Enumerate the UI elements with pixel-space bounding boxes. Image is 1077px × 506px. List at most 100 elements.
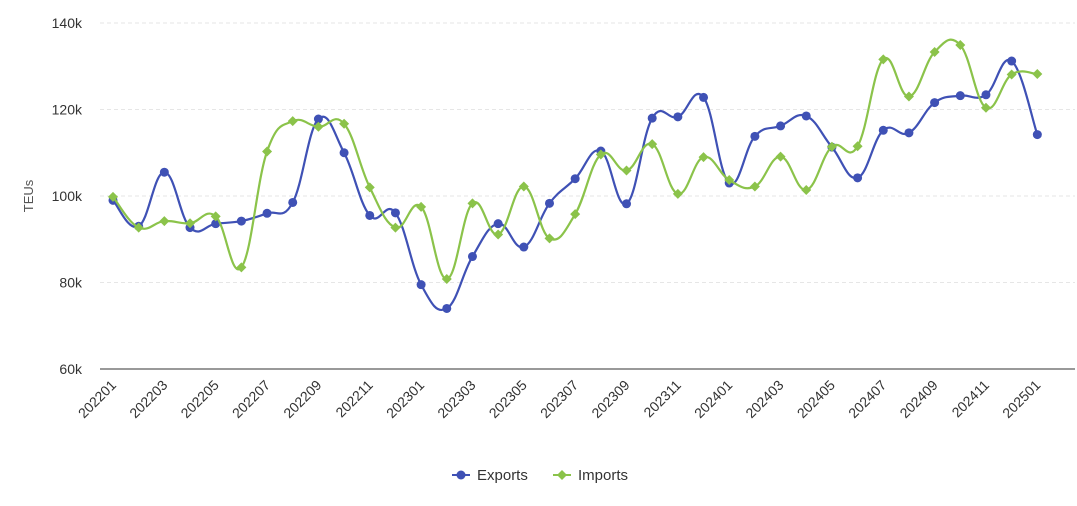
data-point-exports[interactable] xyxy=(853,173,863,183)
grid-layer xyxy=(100,22,1075,370)
data-point-imports[interactable] xyxy=(955,40,966,51)
legend-item-exports[interactable]: Exports xyxy=(452,467,528,484)
legend-item-imports[interactable]: Imports xyxy=(553,467,628,484)
data-point-exports[interactable] xyxy=(647,113,657,123)
data-point-imports[interactable] xyxy=(159,216,170,227)
data-point-exports[interactable] xyxy=(955,91,965,101)
data-point-exports[interactable] xyxy=(236,216,246,226)
x-tick-label: 202311 xyxy=(640,377,684,421)
data-point-imports[interactable] xyxy=(801,184,812,195)
data-point-imports[interactable] xyxy=(647,139,658,150)
data-point-exports[interactable] xyxy=(493,219,503,229)
data-point-exports[interactable] xyxy=(1032,130,1042,140)
data-point-imports[interactable] xyxy=(236,262,247,273)
data-point-exports[interactable] xyxy=(519,242,529,252)
data-point-exports[interactable] xyxy=(904,128,914,138)
data-point-exports[interactable] xyxy=(262,208,272,218)
x-tick-label: 202407 xyxy=(845,377,889,421)
x-tick-label: 202201 xyxy=(75,377,119,421)
data-point-imports[interactable] xyxy=(570,209,581,220)
data-point-imports[interactable] xyxy=(467,198,478,209)
data-point-imports[interactable] xyxy=(441,274,452,285)
y-tick-label: 60k xyxy=(59,361,83,377)
data-point-imports[interactable] xyxy=(1032,69,1043,80)
data-point-imports[interactable] xyxy=(724,174,735,185)
data-point-imports[interactable] xyxy=(878,54,889,65)
data-point-imports[interactable] xyxy=(287,116,298,127)
data-point-exports[interactable] xyxy=(544,198,554,208)
data-point-imports[interactable] xyxy=(1006,69,1017,80)
y-axis-title: TEUs xyxy=(21,179,36,212)
x-tick-label: 202307 xyxy=(537,377,581,421)
data-point-imports[interactable] xyxy=(775,151,786,162)
series-imports xyxy=(108,38,1043,285)
legend-label-imports: Imports xyxy=(578,467,628,484)
data-point-exports[interactable] xyxy=(776,121,786,131)
series-line-exports xyxy=(112,58,1039,311)
data-point-exports[interactable] xyxy=(878,125,888,135)
data-point-imports[interactable] xyxy=(749,181,760,192)
data-point-imports[interactable] xyxy=(133,222,144,233)
data-point-imports[interactable] xyxy=(518,181,529,192)
data-point-exports[interactable] xyxy=(750,131,760,141)
data-point-imports[interactable] xyxy=(544,233,555,244)
y-tick-label: 100k xyxy=(52,188,83,204)
data-point-imports[interactable] xyxy=(595,149,606,160)
data-point-imports[interactable] xyxy=(416,201,427,212)
data-point-imports[interactable] xyxy=(185,218,196,229)
data-point-imports[interactable] xyxy=(826,141,837,152)
x-tick-label: 202203 xyxy=(126,377,170,421)
y-tick-label: 80k xyxy=(59,275,83,291)
data-point-imports[interactable] xyxy=(339,118,350,129)
data-point-exports[interactable] xyxy=(313,114,323,124)
data-point-exports[interactable] xyxy=(801,111,811,121)
data-point-exports[interactable] xyxy=(159,167,169,177)
data-point-imports[interactable] xyxy=(108,191,118,202)
x-tick-label: 202403 xyxy=(742,377,786,421)
data-point-exports[interactable] xyxy=(981,90,991,100)
x-tick-label: 202301 xyxy=(383,377,427,421)
data-point-imports[interactable] xyxy=(980,102,991,113)
data-point-exports[interactable] xyxy=(365,210,375,220)
data-point-exports[interactable] xyxy=(339,148,349,158)
legend-marker-imports xyxy=(557,470,567,480)
data-point-exports[interactable] xyxy=(1007,56,1017,66)
legend-marker-exports xyxy=(456,470,466,480)
data-point-imports[interactable] xyxy=(313,121,324,132)
x-tick-label: 202209 xyxy=(280,377,324,421)
data-point-imports[interactable] xyxy=(698,152,709,163)
data-point-imports[interactable] xyxy=(262,146,273,157)
data-point-imports[interactable] xyxy=(210,211,221,222)
data-point-imports[interactable] xyxy=(903,91,914,102)
y-axis: 60k 80k 100k 120k 140k xyxy=(52,15,83,377)
x-tick-label: 202411 xyxy=(948,377,992,421)
data-point-exports[interactable] xyxy=(930,98,940,108)
data-point-exports[interactable] xyxy=(288,197,298,207)
y-tick-label: 140k xyxy=(52,15,83,31)
data-point-exports[interactable] xyxy=(622,199,632,209)
x-tick-label: 202309 xyxy=(588,377,632,421)
data-point-imports[interactable] xyxy=(852,141,863,152)
x-tick-label: 202211 xyxy=(332,377,376,421)
x-tick-label: 202205 xyxy=(177,377,221,421)
data-point-imports[interactable] xyxy=(672,188,683,199)
data-point-exports[interactable] xyxy=(673,112,683,122)
data-point-imports[interactable] xyxy=(621,165,632,176)
x-tick-label: 202401 xyxy=(691,377,735,421)
series-exports xyxy=(108,56,1042,313)
data-point-exports[interactable] xyxy=(390,208,400,218)
data-point-exports[interactable] xyxy=(570,174,580,184)
data-point-imports[interactable] xyxy=(364,182,375,193)
data-point-imports[interactable] xyxy=(493,229,504,240)
data-point-exports[interactable] xyxy=(699,92,709,102)
x-tick-label: 202501 xyxy=(999,377,1043,421)
x-tick-label: 202405 xyxy=(794,377,838,421)
x-tick-label: 202305 xyxy=(486,377,530,421)
data-point-exports[interactable] xyxy=(467,252,477,262)
data-point-exports[interactable] xyxy=(416,280,426,290)
data-point-imports[interactable] xyxy=(390,222,401,233)
y-tick-label: 120k xyxy=(52,102,83,118)
x-axis: 202201 202203 202205 202207 202209 202211 2023… xyxy=(75,377,1044,421)
data-point-exports[interactable] xyxy=(442,303,452,313)
data-point-imports[interactable] xyxy=(929,46,940,57)
